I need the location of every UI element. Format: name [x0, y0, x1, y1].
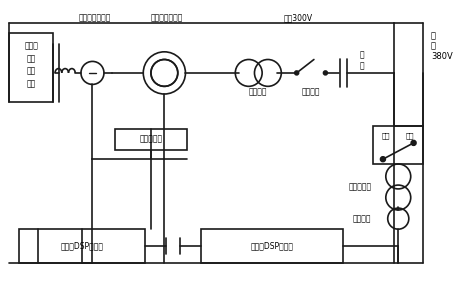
Bar: [9, 33, 53, 102]
Text: 转子侧DSP控制器: 转子侧DSP控制器: [60, 241, 104, 250]
Text: 电网侧DSP控制器: 电网侧DSP控制器: [250, 241, 293, 250]
Circle shape: [151, 60, 178, 86]
Text: 装置: 装置: [26, 79, 36, 88]
Text: 平波电抗: 平波电抗: [353, 214, 371, 223]
Text: 市
电
380V: 市 电 380V: [431, 31, 453, 61]
Bar: [114, 128, 188, 149]
Text: 机端300V: 机端300V: [284, 14, 313, 23]
Text: 模拟: 模拟: [26, 67, 36, 76]
Bar: [373, 126, 423, 164]
Circle shape: [411, 140, 416, 145]
Text: 旋转编码器: 旋转编码器: [139, 135, 163, 144]
Text: 他励直流电动机: 他励直流电动机: [78, 14, 111, 23]
Text: 自励: 自励: [381, 132, 390, 139]
Circle shape: [380, 157, 385, 162]
Text: 交流励磁发电机: 交流励磁发电机: [151, 14, 183, 23]
Bar: [19, 229, 145, 263]
Bar: [201, 229, 343, 263]
Text: 励磁变压器: 励磁变压器: [348, 182, 371, 191]
Circle shape: [295, 71, 299, 75]
Text: 电
网: 电 网: [360, 51, 364, 70]
Text: 并网开关: 并网开关: [302, 88, 320, 97]
Text: 主变压器: 主变压器: [249, 88, 267, 97]
Text: 它励: 它励: [405, 132, 414, 139]
Text: 风力机: 风力机: [24, 42, 38, 51]
Circle shape: [324, 71, 327, 75]
Text: 特性: 特性: [26, 54, 36, 63]
